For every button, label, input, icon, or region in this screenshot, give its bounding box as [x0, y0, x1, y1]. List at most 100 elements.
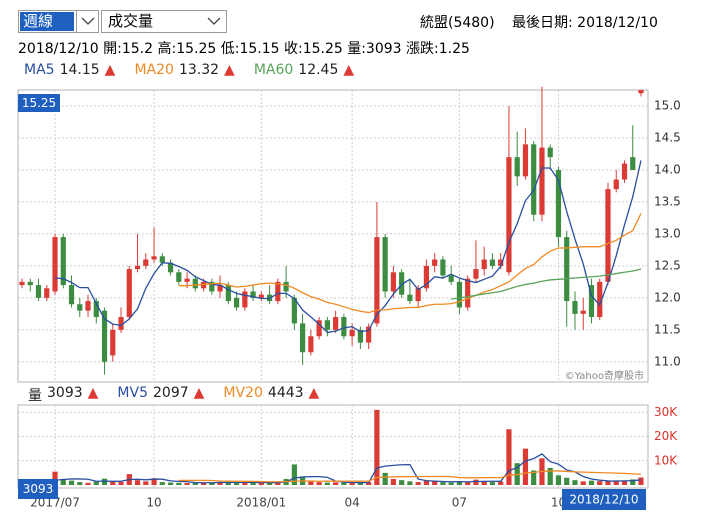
volume-bar [506, 429, 512, 485]
volume-bar [374, 409, 380, 485]
y-tick-label: 30K [654, 405, 678, 419]
candle-body [52, 237, 58, 292]
candle-body [333, 317, 339, 330]
legend-trend: ▲ [104, 62, 116, 78]
legend-name: MA60 [253, 62, 294, 78]
y-tick-label: 15.0 [654, 98, 681, 112]
quote-line: 2018/12/10 開:15.2 高:15.25 低:15.15 收:15.2… [18, 41, 470, 57]
candle-body [448, 275, 454, 282]
candle-body [399, 272, 405, 295]
volume-bar [407, 481, 413, 485]
volume-bar [52, 471, 58, 485]
volume-bar [151, 478, 157, 485]
candle-body [613, 179, 619, 190]
candle-body [456, 281, 463, 308]
legend-value: 4443 [267, 385, 304, 401]
volume-bar [473, 479, 479, 485]
date-box: 2018/12/10 [562, 489, 646, 510]
candle-body [250, 291, 256, 298]
indicator-select[interactable]: 成交量 [101, 10, 227, 33]
indicator-value: 成交量 [108, 12, 154, 30]
legend-name: MA20 [134, 62, 174, 78]
volume-bar [225, 482, 231, 485]
candle-body [167, 262, 174, 273]
candle-body [68, 285, 75, 305]
watermark: ©Yahoo奇摩股市 [565, 369, 644, 382]
y-tick-label: 13.5 [654, 194, 681, 208]
legend-value: 14.15 [59, 62, 100, 78]
volume-bar [184, 483, 190, 485]
volume-bar [134, 480, 141, 485]
y-tick-label: 12.5 [654, 258, 681, 272]
candle-body [597, 281, 603, 318]
price-box-label: 15.25 [22, 96, 56, 110]
legend-name: MA5 [24, 62, 55, 78]
volume-bar [242, 482, 248, 485]
candle-body [27, 281, 33, 286]
period-select[interactable]: 週線 [18, 10, 99, 33]
candle-body [539, 147, 545, 215]
volume-bar [176, 482, 182, 485]
dropdown-arrow [76, 11, 99, 32]
volume-bar [572, 480, 578, 485]
candle-body [555, 169, 562, 238]
volume-bar [233, 482, 240, 485]
volume-bar [118, 482, 124, 485]
candle-body [580, 310, 586, 314]
legend-name: MV20 [223, 385, 263, 401]
candle-body [630, 157, 636, 170]
volume-bar [481, 481, 487, 485]
volume-bar [167, 482, 174, 485]
volume-bar [415, 482, 421, 485]
candle-body [324, 320, 330, 330]
volume-bar [60, 478, 66, 485]
candle-body [621, 163, 628, 180]
candle-body [77, 304, 83, 311]
volume-bar [390, 478, 396, 485]
ma-line [178, 470, 642, 483]
volume-bar [366, 482, 372, 485]
candle-body [85, 301, 91, 311]
volume-bar [209, 482, 215, 485]
candle-body [432, 259, 438, 266]
candle-body [159, 256, 165, 263]
volume-bar [250, 483, 256, 485]
volume-bar [357, 483, 363, 485]
candle-body [233, 297, 240, 308]
legend-value: 3093 [47, 385, 83, 401]
candle-body [638, 90, 644, 94]
volume-bar [101, 478, 108, 485]
volume-bar [531, 470, 537, 485]
volume-bar [621, 480, 628, 485]
y-tick-label: 11.0 [654, 354, 681, 368]
volume-bar [638, 477, 644, 485]
candle-body [415, 288, 421, 302]
volume-bar [110, 481, 116, 485]
candle-body [60, 237, 66, 286]
candle-body [390, 272, 396, 292]
volume-bar [341, 482, 347, 485]
volume-bar [456, 481, 463, 485]
dropdown-arrow [202, 11, 226, 32]
x-tick-label: 10 [146, 496, 161, 510]
panel-frame [17, 89, 649, 383]
volume-bar [217, 481, 223, 485]
candle-body [101, 310, 108, 362]
candle-body [588, 285, 595, 318]
candle-body [134, 265, 141, 270]
volume-bar [85, 482, 91, 485]
panel-frame [17, 404, 649, 489]
candle-body [547, 147, 553, 158]
date-box-bg [562, 489, 646, 510]
ma-line [54, 453, 642, 484]
candle-body [423, 265, 430, 289]
volume-bar [382, 472, 388, 485]
volume-bar [522, 448, 529, 485]
legend-trend: ▲ [308, 385, 320, 401]
volume-bar [159, 482, 165, 485]
candle-body [143, 259, 149, 266]
stock-name: 統盟(5480) [420, 15, 495, 31]
legend-value: 13.32 [178, 62, 220, 78]
